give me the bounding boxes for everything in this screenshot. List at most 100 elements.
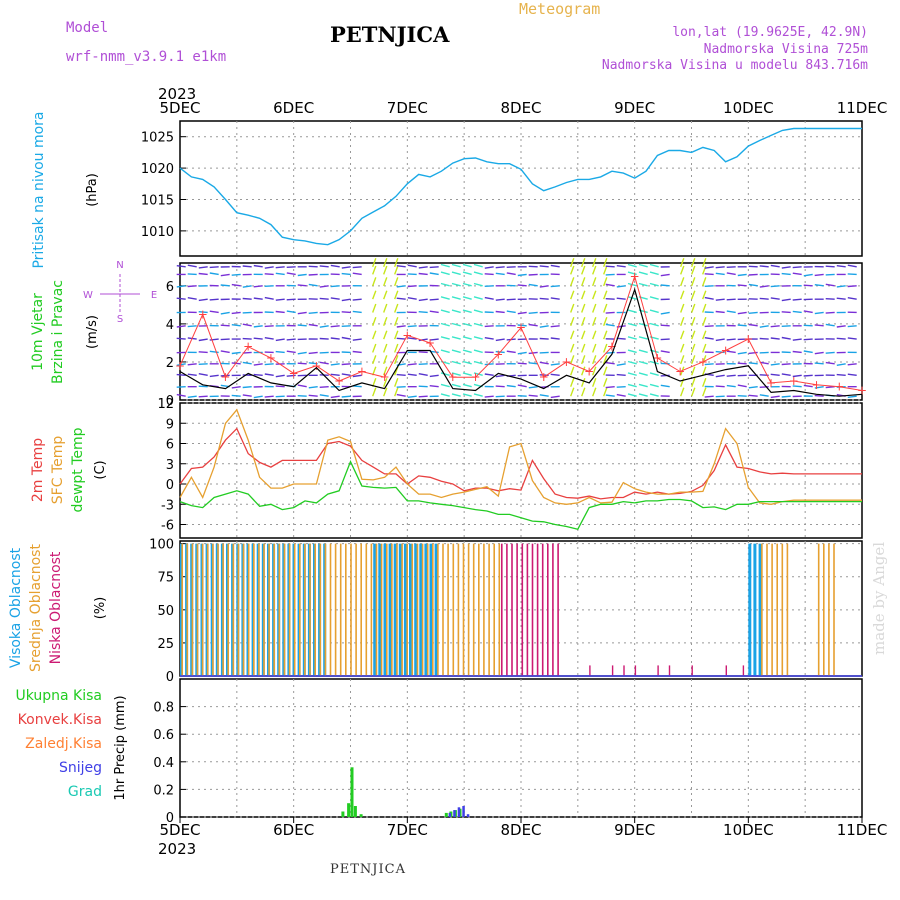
wind-arrow (792, 338, 802, 341)
cloud-bar (360, 543, 362, 677)
wind-arrow (539, 337, 549, 340)
wind-arrow (506, 310, 516, 314)
cloud-bar (355, 543, 357, 677)
wind-gust-mark: + (425, 336, 435, 350)
wind-arrow (275, 374, 285, 378)
wind-arrow (770, 373, 780, 376)
wind-gust-mark: + (539, 370, 549, 384)
wind-arrow (396, 393, 406, 397)
wind-arrow (198, 351, 208, 354)
wind-arrow (748, 351, 758, 355)
wind-arrow (627, 263, 637, 268)
wind-arrow (704, 296, 714, 300)
wind-arrow (748, 362, 758, 365)
wind-arrow (616, 285, 626, 288)
cloud-ytick-label: 75 (157, 571, 174, 586)
cloud-bar (217, 543, 219, 677)
wind-arrow (660, 350, 670, 354)
wind-arrow (242, 265, 252, 268)
wind-arrow (187, 363, 197, 366)
cloud-bar (409, 543, 412, 677)
wind-arrow (528, 385, 538, 389)
cloud-bar (817, 543, 820, 677)
wind-arrow (297, 311, 307, 315)
wind-arrow (209, 272, 219, 276)
cloud-bar (304, 543, 306, 677)
bottom-year-label: 2023 (158, 840, 196, 858)
wind-arrow (680, 355, 685, 365)
wind-arrow (517, 311, 527, 315)
wind-arrow (407, 363, 417, 366)
wind-arrow (759, 297, 769, 300)
wind-arrow (570, 317, 575, 327)
wind-arrow (341, 272, 351, 276)
wind-arrow (550, 325, 560, 328)
wind-gust-line (179, 274, 863, 391)
wind-arrow (528, 311, 538, 314)
wind-arrow (770, 325, 780, 328)
wind-arrow (702, 277, 707, 287)
pressure-panel (179, 120, 863, 257)
wind-arrow (383, 303, 388, 313)
top-date-label: 6DEC (273, 99, 314, 117)
wind-arrow (748, 323, 758, 327)
cloud-bar (634, 665, 637, 677)
cloud-bar (242, 543, 245, 677)
wind-arrow (570, 377, 575, 387)
cloud-bar (419, 543, 423, 677)
precip-frame (179, 678, 863, 818)
wind-arrow (394, 290, 399, 300)
wind-arrow (372, 303, 377, 313)
wind-arrow (462, 360, 472, 365)
wind-arrow (581, 303, 586, 313)
wind-arrow (638, 322, 648, 327)
cloud-bar (434, 543, 438, 677)
wind-arrow (372, 258, 377, 268)
wind-arrow (517, 324, 527, 327)
wind-arrow (440, 322, 450, 327)
wind-arrow (550, 337, 560, 340)
wind-arrow (198, 311, 208, 314)
wind-arrow (242, 337, 252, 340)
cloud-bar (557, 543, 559, 677)
cloud-bar (426, 543, 429, 677)
wind-arrow (440, 336, 450, 340)
cloud-ytick-label: 25 (157, 637, 174, 652)
wind-arrow (759, 394, 769, 397)
cloud-bar (488, 543, 490, 677)
wind-arrow (319, 385, 329, 388)
wind-arrow (451, 372, 461, 376)
wind-arrow (581, 290, 586, 300)
pressure-ytick-label: 1025 (141, 131, 174, 146)
wind-arrow (680, 330, 685, 340)
wind-arrow (473, 360, 483, 365)
wind-arrow (847, 363, 857, 366)
wind-arrow (592, 343, 597, 353)
wind-arrow (781, 363, 791, 366)
wind-arrow (394, 265, 399, 275)
wind-arrow (394, 303, 399, 313)
temp-ytick-label: -3 (161, 498, 174, 513)
wind-arrow (803, 338, 813, 341)
wind-arrow (383, 366, 388, 376)
wind-arrow (451, 263, 461, 268)
wind-arrow (792, 350, 802, 354)
cloud-bar (212, 543, 214, 677)
wind-gust-mark: + (516, 321, 526, 335)
wind-arrow (396, 297, 406, 300)
cloud-ylabel: Srednja Oblacnost (28, 544, 44, 672)
wind-arrow (603, 277, 608, 287)
wind-arrow (726, 310, 736, 314)
wind-arrow (792, 374, 802, 378)
wind-arrow (275, 338, 285, 342)
wind-arrow (649, 309, 659, 314)
wind-arrow (451, 282, 461, 287)
wind-arrow (825, 351, 835, 354)
wind-arrow (581, 330, 586, 340)
wind-arrow (372, 355, 377, 365)
wind-arrow (570, 330, 575, 340)
wind-arrow (770, 363, 780, 366)
wind-arrow (847, 297, 857, 300)
cloud-bar (339, 543, 342, 677)
wind-arrow (748, 265, 758, 268)
